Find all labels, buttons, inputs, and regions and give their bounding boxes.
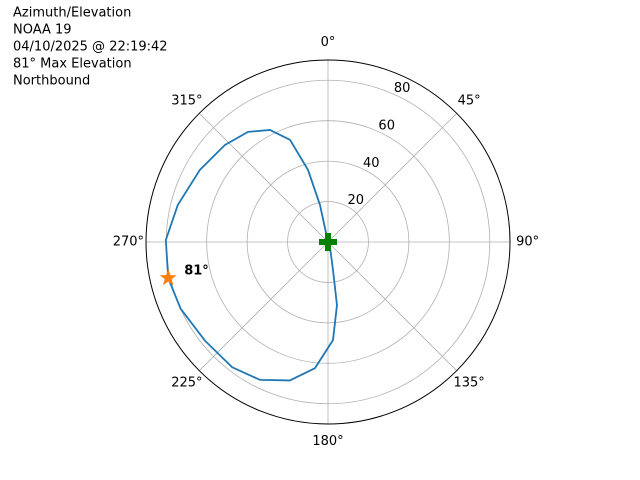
- outer-circle: [145, 59, 511, 425]
- r-tick-label: 60: [378, 118, 395, 133]
- r-tick-label: 20: [347, 193, 364, 208]
- theta-tick-label: 270°: [113, 235, 144, 250]
- marker-label: 81°: [184, 264, 209, 279]
- grid-spoke: [199, 113, 329, 243]
- max-elevation-marker: [159, 269, 177, 286]
- theta-tick-label: 0°: [321, 35, 336, 50]
- theta-tick-label: 180°: [312, 434, 343, 449]
- theta-tick-label: 90°: [516, 235, 539, 250]
- grid-spoke: [327, 241, 457, 371]
- r-tick-label: 40: [363, 156, 380, 171]
- title-line: NOAA 19: [13, 23, 72, 38]
- pass-line: [164, 129, 338, 382]
- theta-tick-label: 45°: [458, 93, 481, 108]
- theta-tick-label: 135°: [453, 376, 484, 391]
- grid-spoke: [199, 241, 329, 371]
- title-line: 81° Max Elevation: [13, 57, 132, 72]
- title-line: Azimuth/Elevation: [13, 6, 131, 21]
- title-block: Azimuth/Elevation NOAA 19 04/10/2025 @ 22:…: [13, 6, 168, 89]
- theta-tick-label: 315°: [171, 93, 202, 108]
- start-marker: [319, 233, 337, 251]
- title-line: 04/10/2025 @ 22:19:42: [13, 40, 168, 55]
- theta-tick-label: 225°: [171, 376, 202, 391]
- grid-spoke: [327, 113, 457, 243]
- title-line: Northbound: [13, 74, 90, 89]
- r-tick-label: 80: [394, 81, 411, 96]
